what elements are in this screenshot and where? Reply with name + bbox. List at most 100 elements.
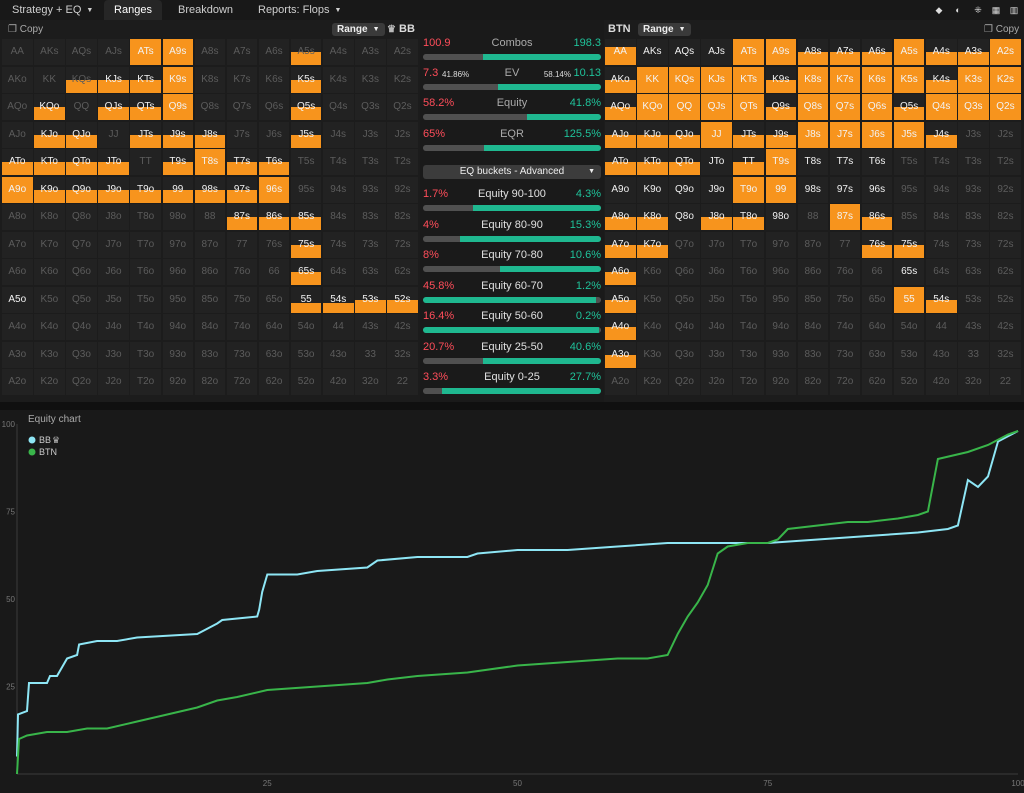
hand-cell[interactable]: KJs [98,66,129,93]
hand-cell[interactable]: K3o [34,341,65,368]
hand-cell[interactable]: 94o [765,314,796,340]
hand-cell[interactable]: KJo [637,121,668,148]
hand-cell[interactable]: 32o [355,369,386,395]
hand-cell[interactable]: 55 [893,286,925,313]
hand-cell[interactable]: Q3s [355,94,386,120]
hand-cell[interactable]: A4s [926,39,957,65]
hand-cell[interactable]: K7s [829,66,861,93]
hand-cell[interactable]: J7s [226,121,258,148]
hand-cell[interactable]: K4s [323,66,354,93]
hand-cell[interactable]: A3o [2,341,33,368]
hand-cell[interactable]: JJ [701,121,732,148]
hand-cell[interactable]: 97o [765,231,796,258]
hand-cell[interactable]: T2s [387,149,418,175]
hand-cell[interactable]: T8s [797,149,829,175]
hand-cell[interactable]: 84o [194,314,226,340]
hand-cell[interactable]: Q5o [669,286,700,313]
hand-cell[interactable]: AQo [2,94,33,120]
eq-buckets-dropdown[interactable]: EQ buckets - Advanced ▼ [423,165,601,179]
hand-cell[interactable]: 95o [765,286,796,313]
hand-cell[interactable]: 52o [290,369,322,395]
hand-cell[interactable]: JTo [98,149,129,175]
hand-cell[interactable]: A9o [2,176,33,203]
hand-cell[interactable]: A2s [990,39,1021,65]
hand-cell[interactable]: 44 [926,314,957,340]
hand-cell[interactable]: Q3s [958,94,989,120]
hand-cell[interactable]: J7s [829,121,861,148]
hand-cell[interactable]: 52s [990,286,1021,313]
hand-cell[interactable]: 85o [194,286,226,313]
hand-cell[interactable]: 53s [355,286,386,313]
hand-cell[interactable]: 75o [829,286,861,313]
hand-cell[interactable]: K9o [637,176,668,203]
hand-cell[interactable]: 82s [387,204,418,230]
hand-cell[interactable]: AJo [2,121,33,148]
hand-cell[interactable]: T8o [733,204,764,230]
hand-cell[interactable]: Q6s [258,94,290,120]
hand-cell[interactable]: K2o [34,369,65,395]
hand-cell[interactable]: J9s [162,121,193,148]
hand-cell[interactable]: T9o [733,176,764,203]
hand-cell[interactable]: Q8o [669,204,700,230]
hand-cell[interactable]: J5o [98,286,129,313]
hand-cell[interactable]: QQ [66,94,97,120]
hand-cell[interactable]: A4s [323,39,354,65]
hand-cell[interactable]: 85s [893,204,925,230]
hand-cell[interactable]: 53o [290,341,322,368]
hand-cell[interactable]: 96o [162,259,193,285]
hand-cell[interactable]: KTo [637,149,668,175]
hand-cell[interactable]: QQ [669,94,700,120]
collapse-icon[interactable]: ⁜ [974,5,982,15]
hand-cell[interactable]: 74o [226,314,258,340]
hand-cell[interactable]: AKo [605,66,636,93]
hand-cell[interactable]: 54o [290,314,322,340]
hand-cell[interactable]: A8o [605,204,636,230]
hand-cell[interactable]: T7o [733,231,764,258]
hand-cell[interactable]: J3s [958,121,989,148]
hand-cell[interactable]: 32s [387,341,418,368]
btn-range-dropdown[interactable]: Range ▼ [638,23,691,36]
hand-cell[interactable]: 76s [258,231,290,258]
hand-cell[interactable]: 53o [893,341,925,368]
hand-cell[interactable]: 42o [323,369,354,395]
hand-cell[interactable]: 82o [797,369,829,395]
hand-cell[interactable]: 99 [765,176,796,203]
hand-cell[interactable]: 65s [893,259,925,285]
hand-cell[interactable]: 98o [162,204,193,230]
hand-cell[interactable]: K6s [861,66,893,93]
tab-reports-flops[interactable]: Reports: Flops ▼ [258,0,341,20]
hand-cell[interactable]: K5o [637,286,668,313]
hand-cell[interactable]: K5s [290,66,322,93]
hand-cell[interactable]: J6o [98,259,129,285]
hand-cell[interactable]: 85o [797,286,829,313]
hand-cell[interactable]: T6s [861,149,893,175]
hand-cell[interactable]: QTs [733,94,764,120]
hand-cell[interactable]: K3s [355,66,386,93]
hand-cell[interactable]: 66 [258,259,290,285]
hand-cell[interactable]: T4s [926,149,957,175]
hand-cell[interactable]: 52s [387,286,418,313]
hand-cell[interactable]: QJo [669,121,700,148]
hand-cell[interactable]: 73o [226,341,258,368]
hand-cell[interactable]: 92s [387,176,418,203]
hand-cell[interactable]: 87o [797,231,829,258]
hand-cell[interactable]: Q9o [669,176,700,203]
btn-copy-button[interactable]: ❐ Copy [984,20,1019,39]
hand-cell[interactable]: JTs [733,121,764,148]
hand-cell[interactable]: 97s [829,176,861,203]
hand-cell[interactable]: A7o [605,231,636,258]
hand-cell[interactable]: A8s [797,39,829,65]
hand-cell[interactable]: 44 [323,314,354,340]
hand-cell[interactable]: KK [34,66,65,93]
hand-cell[interactable]: 74s [323,231,354,258]
hand-cell[interactable]: J5s [893,121,925,148]
hand-cell[interactable]: 83s [355,204,386,230]
hand-cell[interactable]: J2o [98,369,129,395]
hand-cell[interactable]: A8s [194,39,226,65]
hand-cell[interactable]: A2s [387,39,418,65]
hand-cell[interactable]: K5s [893,66,925,93]
hand-cell[interactable]: 62s [387,259,418,285]
hand-cell[interactable]: K9o [34,176,65,203]
hand-cell[interactable]: J3s [355,121,386,148]
hand-cell[interactable]: 63o [258,341,290,368]
